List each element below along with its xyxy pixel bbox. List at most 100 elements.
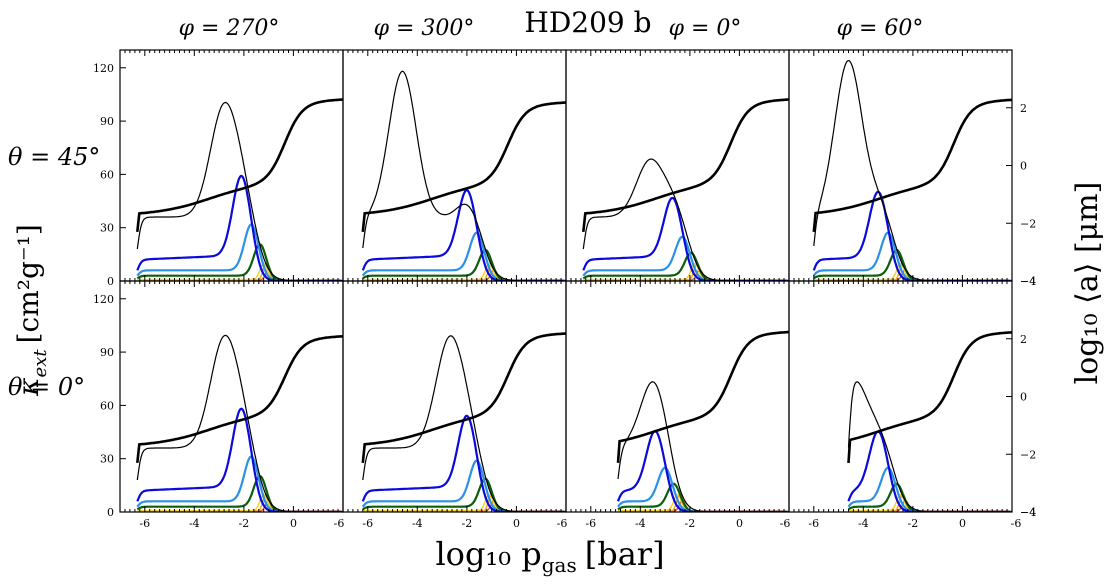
panel-0-1	[342, 49, 567, 282]
panel-1-1	[342, 280, 567, 513]
series-line-2	[361, 231, 566, 281]
x-tick-label: -4	[412, 517, 423, 530]
y-tick-label-left: 120	[93, 62, 114, 75]
row-label-1: θ = 0°	[8, 373, 85, 401]
series-line-3	[136, 474, 343, 512]
x-tick-label: 0	[959, 517, 966, 530]
series-line-4	[137, 262, 343, 281]
series-line-total	[813, 59, 1012, 281]
panel-1-2	[565, 280, 790, 513]
series-line-2	[361, 459, 566, 512]
series-line-1	[616, 429, 789, 512]
x-tick-label: -2	[462, 517, 473, 530]
series-line-mean-size	[616, 330, 789, 463]
row-label-0: θ = 45°	[8, 143, 100, 171]
panel-frame	[565, 280, 790, 513]
panel-frame	[119, 49, 344, 282]
y-tick-label-right: 2	[1020, 102, 1027, 115]
panel-0-2	[565, 49, 790, 282]
x-axis-label: log₁₀ pgas [bar]	[435, 535, 664, 577]
panel-series-0	[136, 98, 343, 281]
panel-series-7	[847, 331, 1012, 512]
y-tick-label-right: 0	[1020, 391, 1027, 404]
series-line-mean-size	[847, 331, 1012, 463]
panels-group	[119, 49, 1013, 513]
y-tick-label-left: 90	[100, 115, 114, 128]
series-line-mean-size	[361, 101, 566, 233]
y-tick-label-left: 30	[100, 222, 114, 235]
y-tick-label-left: 60	[100, 399, 114, 412]
series-line-5	[137, 262, 343, 281]
series-line-mean-size	[361, 332, 566, 464]
x-tick-label: -2	[685, 517, 696, 530]
y-axis-label-left-unit: [cm²g⁻¹]	[12, 224, 45, 343]
series-line-total	[582, 158, 789, 281]
y-tick-label-left: 30	[100, 453, 114, 466]
series-line-4	[583, 263, 789, 281]
y-tick-label-right: −4	[1020, 506, 1036, 519]
series-line-4	[137, 493, 343, 512]
series-line-1	[361, 414, 566, 512]
x-tick-label-edge: -6	[780, 517, 791, 530]
y-tick-label-left: 0	[107, 506, 114, 519]
column-title-3: φ = 60°	[837, 16, 924, 41]
panel-frame	[342, 280, 567, 513]
x-tick-label: -6	[362, 517, 373, 530]
y-tick-label-right: −4	[1020, 275, 1036, 288]
x-tick-label: 0	[513, 517, 520, 530]
series-line-2	[812, 231, 1012, 281]
series-line-4	[848, 493, 1012, 512]
panel-0-0	[119, 49, 344, 282]
panel-series-3	[812, 59, 1012, 281]
column-title-1: φ = 300°	[374, 16, 475, 41]
panel-frame	[788, 280, 1013, 513]
panel-series-5	[361, 332, 566, 512]
y-tick-label-right: 2	[1020, 333, 1027, 346]
y-tick-label-right: −2	[1020, 448, 1036, 461]
y-axis-label-left: κext [cm²g⁻¹]	[12, 224, 51, 397]
x-tick-label: -4	[858, 517, 869, 530]
x-axis-label-main: log₁₀ p	[435, 535, 541, 573]
y-tick-label-right: −4	[1020, 506, 1036, 519]
series-line-1	[582, 196, 789, 281]
series-line-5	[618, 493, 789, 512]
y-tick-label-right: −4	[1020, 275, 1036, 288]
x-tick-label: -4	[189, 517, 200, 530]
x-tick-label: -6	[585, 517, 596, 530]
series-line-mean-size	[812, 98, 1012, 233]
series-line-total	[847, 381, 1012, 512]
column-title-2: φ = 0°	[669, 16, 742, 41]
series-line-mean-size	[582, 98, 789, 233]
panel-series-6	[616, 330, 789, 512]
x-axis-label-unit: [bar]	[585, 535, 665, 573]
y-axis-label-left-symbol: κ	[12, 377, 45, 396]
series-line-5	[137, 493, 343, 512]
series-line-1	[847, 430, 1012, 512]
series-line-2	[136, 223, 343, 281]
series-line-3	[136, 243, 343, 281]
series-line-1	[812, 190, 1012, 281]
panel-series-1	[361, 70, 566, 281]
y-tick-label-left: 120	[93, 293, 114, 306]
y-tick-label-left: 90	[100, 346, 114, 359]
panel-0-3	[788, 49, 1013, 282]
series-line-3	[813, 248, 1012, 281]
series-line-1	[361, 188, 566, 281]
x-tick-label: -6	[808, 517, 819, 530]
series-line-2	[617, 466, 789, 512]
x-axis-label-sub: gas	[542, 553, 577, 577]
y-tick-label-right: −2	[1020, 217, 1036, 230]
series-line-5	[583, 262, 789, 281]
y-tick-label-right: 0	[1020, 160, 1027, 173]
column-title-0: φ = 270°	[179, 16, 280, 41]
x-tick-label: -2	[239, 517, 250, 530]
y-axis-label-right: log₁₀ ⟨a⟩ [μm]	[1070, 182, 1105, 385]
y-tick-label-left: 0	[107, 275, 114, 288]
series-line-2	[136, 455, 343, 512]
series-line-total	[136, 101, 343, 281]
series-line-total	[136, 334, 343, 512]
panel-1-3	[788, 280, 1013, 513]
x-tick-label: -4	[635, 517, 646, 530]
panel-frame	[342, 49, 567, 282]
